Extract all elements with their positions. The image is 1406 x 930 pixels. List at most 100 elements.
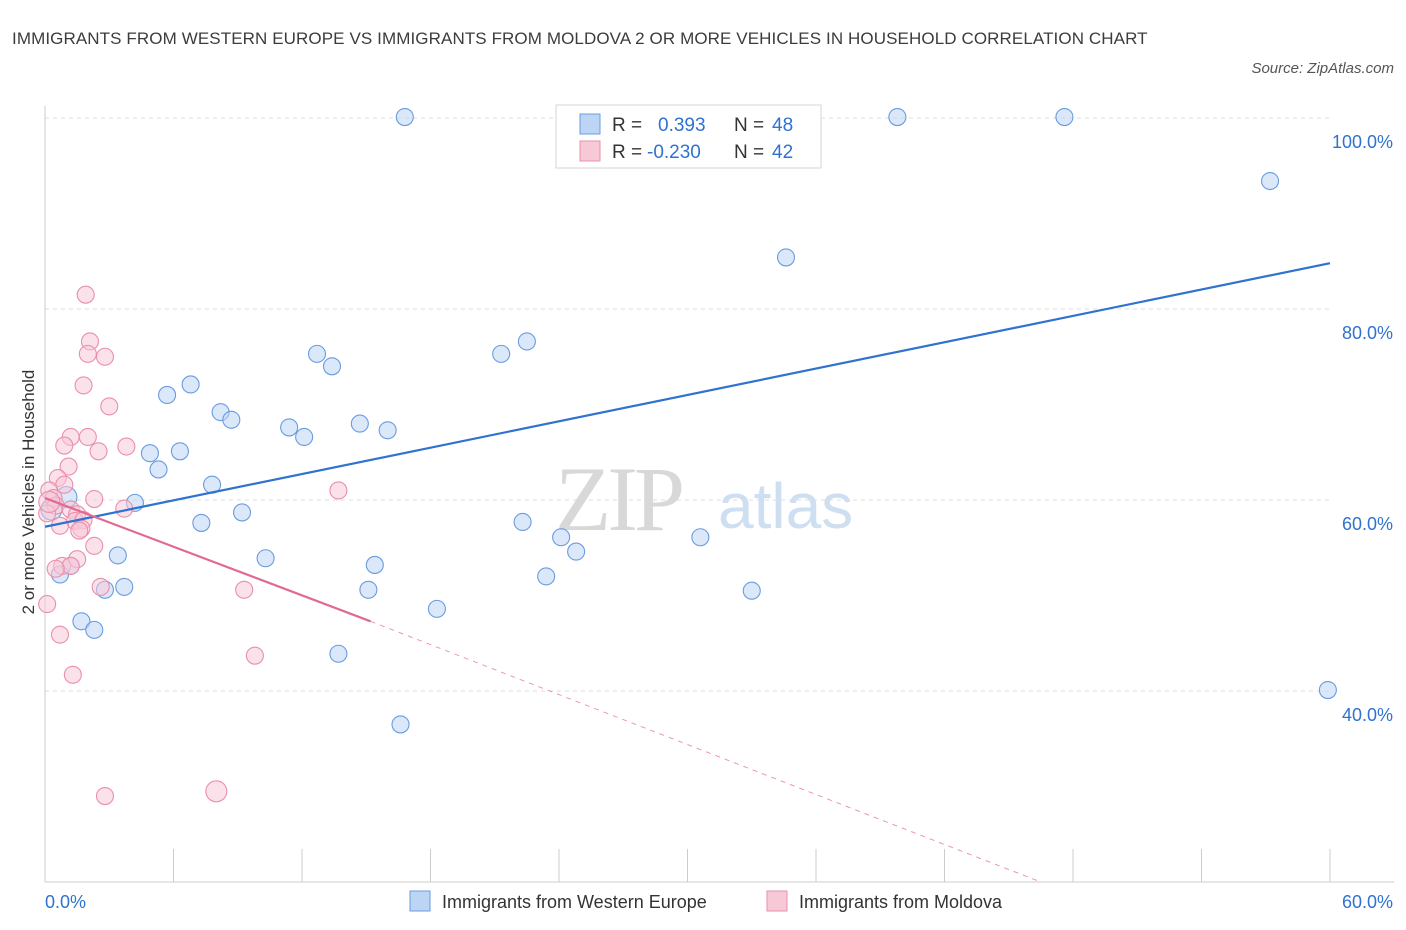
- point-series1-10: [89, 442, 108, 461]
- point-series1-28: [85, 536, 104, 555]
- point-series0-18: [295, 427, 314, 447]
- point-series0-4: [1055, 107, 1074, 127]
- stats-legend-r-value-0: 0.393: [658, 115, 706, 136]
- point-series0-44: [391, 715, 410, 734]
- series-legend-swatch-moldova: [766, 890, 788, 912]
- point-series1-9: [117, 437, 136, 456]
- point-series0-31: [256, 549, 275, 568]
- point-series0-32: [365, 555, 384, 574]
- watermark-atlas: atlas: [718, 470, 853, 542]
- point-series0-21: [149, 460, 168, 479]
- point-series0-12: [322, 357, 342, 376]
- point-series1-32: [46, 559, 65, 578]
- x-tick-label-1: 60.0%: [1342, 892, 1393, 912]
- point-series0-41: [72, 612, 91, 631]
- point-series0-25: [192, 513, 211, 532]
- point-series0-20: [140, 444, 159, 463]
- chart-title: IMMIGRANTS FROM WESTERN EUROPE VS IMMIGR…: [12, 29, 1148, 48]
- trend-line-dashed-series1: [370, 620, 1042, 883]
- point-series0-15: [280, 418, 299, 437]
- stats-legend-r-label-1: R =: [612, 142, 642, 163]
- point-series0-11: [158, 385, 177, 405]
- y-tick-label-1: 80.0%: [1342, 323, 1393, 343]
- stats-legend-n-value-1: 42: [772, 142, 793, 163]
- y-tick-label-0: 100.0%: [1332, 132, 1393, 152]
- point-series1-37: [245, 646, 264, 665]
- point-series1-33: [91, 577, 110, 596]
- point-series0-0: [395, 107, 414, 127]
- gridlines: [45, 117, 1330, 692]
- y-tick-label-2: 60.0%: [1342, 514, 1393, 534]
- point-series1-4: [74, 376, 93, 395]
- point-series0-36: [115, 577, 134, 596]
- point-series0-26: [513, 512, 532, 532]
- trend-line-series1: [44, 497, 371, 623]
- point-series0-39: [742, 581, 761, 600]
- stats-legend-r-label-0: R =: [612, 115, 642, 136]
- stats-legend-r-value-1: -0.230: [647, 142, 701, 163]
- point-series0-17: [378, 421, 397, 440]
- point-series1-7: [78, 427, 97, 447]
- stats-legend-n-label-1: N =: [734, 142, 764, 163]
- stats-legend: R = 0.393 N = 48 R = -0.230 N = 42: [555, 104, 822, 169]
- point-series1-34: [235, 580, 254, 599]
- point-series0-16: [350, 414, 369, 433]
- series-legend-label-moldova: Immigrants from Moldova: [799, 892, 1003, 912]
- y-axis-label: 2 or more Vehicles in Household: [19, 370, 38, 615]
- trend-line-series0: [44, 262, 1331, 528]
- point-series1-5: [100, 397, 119, 416]
- point-series0-27: [552, 528, 571, 547]
- point-series0-28: [691, 528, 710, 547]
- point-series1-39: [95, 786, 115, 806]
- point-series0-24: [232, 503, 252, 522]
- point-series0-42: [85, 620, 104, 639]
- point-series1-41: [38, 490, 61, 513]
- watermark: ZIP atlas: [555, 448, 853, 550]
- point-series1-27: [70, 521, 89, 540]
- y-tick-label-3: 40.0%: [1342, 705, 1393, 725]
- point-series0-35: [537, 567, 556, 586]
- point-series0-7: [517, 332, 536, 351]
- point-series0-29: [567, 542, 586, 561]
- x-tick-labels: 0.0% 60.0%: [45, 892, 1393, 912]
- data-points: [38, 107, 1337, 806]
- point-series0-10: [181, 375, 200, 394]
- point-series1-11: [59, 457, 78, 476]
- point-series0-38: [359, 580, 378, 599]
- point-series1-36: [50, 625, 70, 644]
- point-series0-9: [307, 344, 327, 363]
- point-series0-43: [329, 644, 348, 663]
- point-series0-45: [1318, 680, 1337, 700]
- point-series1-15: [329, 481, 348, 500]
- stats-legend-n-label-0: N =: [734, 115, 764, 136]
- point-series0-19: [170, 442, 189, 461]
- chart-source: Source: ZipAtlas.com: [1251, 60, 1394, 77]
- watermark-zip: ZIP: [555, 448, 682, 550]
- point-series0-30: [108, 546, 127, 565]
- point-series0-14: [222, 410, 241, 429]
- series-legend-swatch-western-europe: [409, 890, 431, 912]
- point-series1-38: [63, 665, 82, 684]
- series-legend-label-western-europe: Immigrants from Western Europe: [442, 892, 707, 912]
- point-series1-17: [85, 489, 104, 509]
- point-series0-8: [492, 344, 511, 363]
- point-series1-35: [38, 595, 57, 614]
- point-series0-40: [427, 599, 446, 618]
- stats-legend-n-value-0: 48: [772, 115, 793, 136]
- point-series1-3: [95, 347, 115, 366]
- y-tick-labels: 100.0% 80.0% 60.0% 40.0%: [1332, 132, 1393, 725]
- series-legend: Immigrants from Western Europe Immigrant…: [409, 890, 1003, 912]
- point-series0-3: [888, 107, 907, 127]
- x-tick-label-0: 0.0%: [45, 892, 86, 912]
- stats-legend-swatch-western-europe: [579, 113, 601, 135]
- point-series1-0: [76, 285, 95, 304]
- trend-lines: [44, 262, 1331, 883]
- point-series1-40: [205, 780, 228, 803]
- point-series0-5: [1260, 171, 1280, 191]
- point-series1-8: [55, 436, 74, 455]
- point-series0-6: [776, 248, 796, 267]
- point-series1-2: [78, 344, 97, 363]
- point-series1-31: [61, 556, 80, 575]
- stats-legend-swatch-moldova: [579, 140, 601, 162]
